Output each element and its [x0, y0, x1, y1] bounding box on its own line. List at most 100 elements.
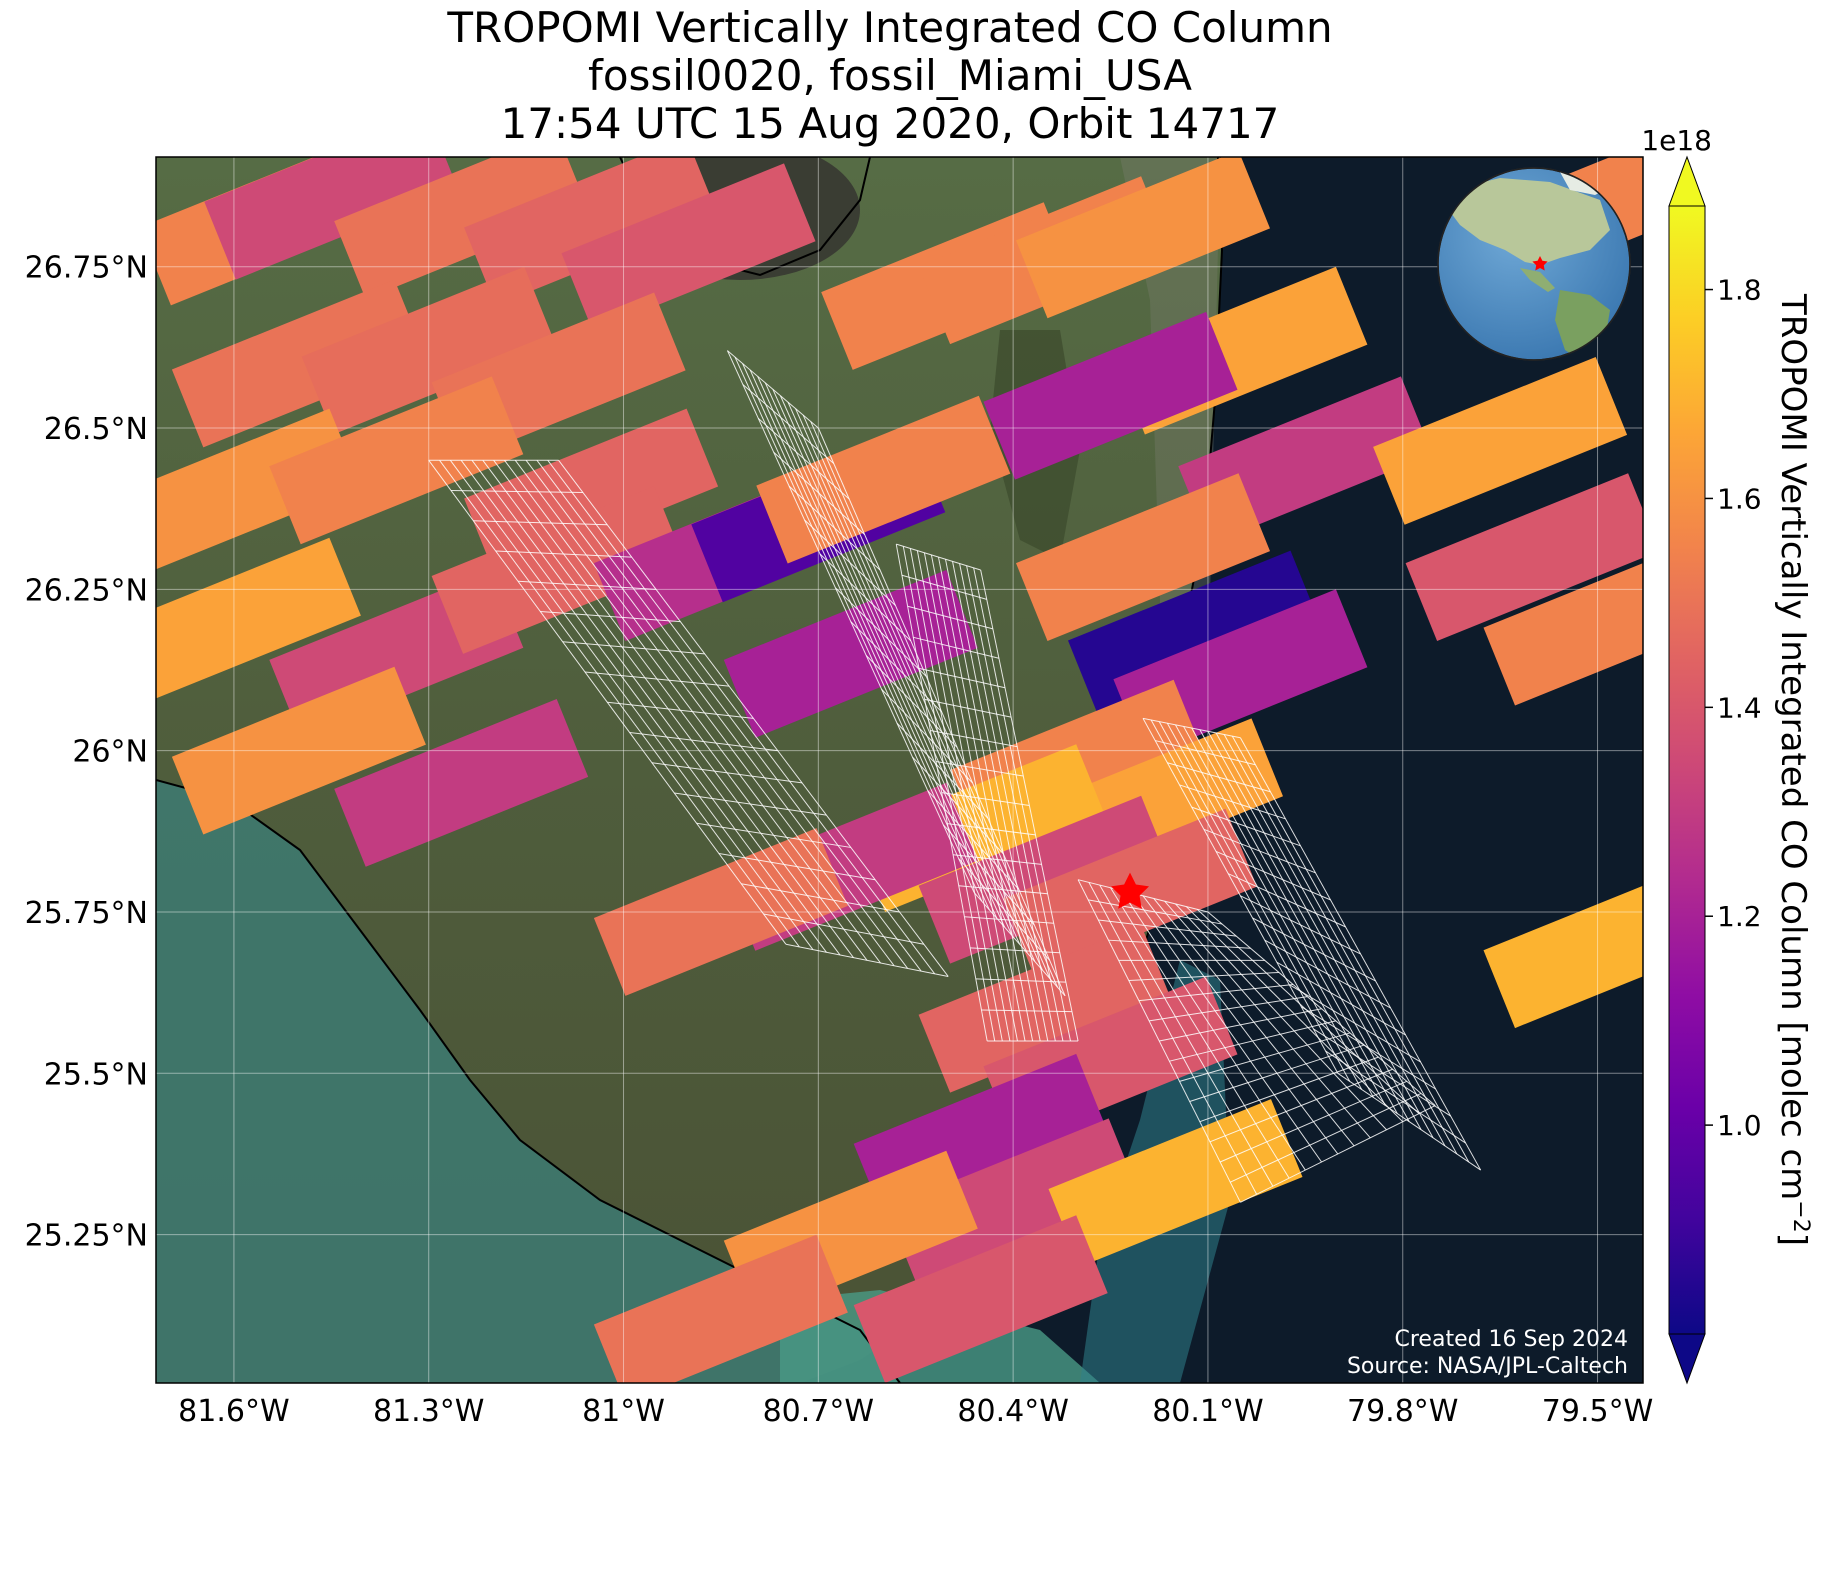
- sounding-footprint: [1016, 473, 1270, 641]
- grid-line: [907, 605, 993, 630]
- grid-line: [1138, 984, 1294, 1002]
- grid-line: [1189, 1044, 1365, 1102]
- sounding-footprint: [593, 828, 848, 996]
- gulf-water: [156, 780, 900, 1383]
- longitude-tick-label: 80.4°W: [957, 1394, 1068, 1429]
- target-grid-mesh: [428, 459, 949, 977]
- grid-line: [1325, 1050, 1466, 1144]
- grid-line: [896, 543, 981, 571]
- colorbar-gradient: [1668, 205, 1706, 1335]
- grid-line: [924, 698, 1012, 718]
- grid-line: [1209, 1068, 1393, 1143]
- sounding-footprint: [853, 1215, 1108, 1383]
- grid-line: [901, 574, 987, 600]
- target-grid-mesh: [1142, 717, 1482, 1171]
- grid-line: [763, 913, 924, 945]
- grid-line: [1228, 873, 1346, 928]
- credit-created: Created 16 Sep 2024: [1395, 1327, 1629, 1352]
- grid-line: [1199, 1056, 1379, 1123]
- grid-line: [941, 792, 1030, 806]
- grid-line: [1155, 740, 1256, 766]
- grid-line: [584, 671, 730, 687]
- globe-site-marker: [1532, 256, 1548, 271]
- sounding-footprint: [1016, 157, 1270, 319]
- sounding-footprint: [334, 157, 589, 299]
- grid-line: [947, 823, 1036, 836]
- sounding-footprint: [918, 795, 1173, 964]
- sounding-footprint: [464, 157, 719, 306]
- grid-line: [718, 852, 876, 881]
- sounding-footprint: [204, 157, 459, 280]
- grid-line: [935, 761, 1024, 777]
- grid-line: [1215, 851, 1331, 901]
- grid-line: [1276, 961, 1406, 1036]
- latitude-tick-label: 25.75°N: [25, 896, 148, 931]
- sounding-footprint: [561, 163, 816, 332]
- sounding-footprint: [1048, 1099, 1303, 1267]
- sounding-footprint: [171, 279, 426, 448]
- grid-line: [1169, 1020, 1336, 1062]
- sounding-footprint: [918, 924, 1173, 1093]
- grid-line: [819, 553, 912, 642]
- latitude-tick-label: 26°N: [72, 735, 148, 770]
- grid-line: [1203, 828, 1316, 874]
- grid-line: [1142, 717, 1241, 739]
- sounding-footprint: [983, 311, 1238, 480]
- grid-line: [727, 350, 819, 429]
- sounding-footprint: [1483, 563, 1643, 706]
- sounding-footprint: [431, 486, 686, 654]
- grid-line: [1108, 939, 1251, 949]
- grid-line: [651, 762, 803, 784]
- grid-line: [1167, 762, 1271, 793]
- grid-line: [1230, 1092, 1422, 1183]
- grid-line: [607, 701, 754, 719]
- sounding-footprint: [1373, 357, 1628, 525]
- colorbar-ticks: 1.0 1.2 1.4 1.6 1.8: [1705, 274, 1762, 1142]
- globe-central-america: [1520, 268, 1555, 292]
- sounding-footprint: [1483, 885, 1643, 1029]
- grid-line: [757, 417, 850, 500]
- title-line-3: 17:54 UTC 15 Aug 2020, Orbit 14717: [500, 99, 1280, 148]
- grid-line: [958, 858, 1051, 961]
- latitude-labels: 26.75°N 26.5°N 26.25°N 26°N 25.75°N 25.5°N 25.…: [25, 251, 148, 1254]
- globe-inset: [1437, 167, 1631, 361]
- grid-line: [674, 792, 827, 816]
- globe-north-america: [1445, 178, 1610, 265]
- grid-line: [773, 451, 865, 535]
- grid-line: [1313, 1028, 1451, 1117]
- grid-line: [881, 688, 973, 784]
- latitude-tick-label: 26.75°N: [25, 251, 148, 286]
- grid-line: [1179, 1032, 1351, 1082]
- grid-line: [629, 731, 778, 752]
- colorbar-tick-label: 1.6: [1717, 482, 1762, 515]
- grid-line: [517, 580, 657, 590]
- grid-line: [1240, 1105, 1436, 1203]
- grid-line: [473, 520, 608, 526]
- latitude-tick-label: 25.25°N: [25, 1219, 148, 1254]
- site-star-marker: [1111, 872, 1150, 909]
- title-line-2: fossil0020, fossil_Miami_USA: [588, 51, 1192, 100]
- grid-line: [451, 490, 583, 494]
- grid-line: [1191, 806, 1301, 847]
- grid-line: [964, 916, 1054, 924]
- target-grid-mesh: [1077, 879, 1436, 1203]
- sounding-footprint: [156, 408, 361, 570]
- grid-line: [562, 641, 705, 655]
- target-grid-overlay: [428, 350, 1482, 1203]
- longitude-labels: 81.6°W 81.3°W 81°W 80.7°W 80.4°W 80.1°W 79.8°W…: [178, 1394, 1653, 1429]
- grid-line: [930, 729, 1018, 748]
- sounding-footprint: [301, 266, 556, 435]
- grid-line: [896, 722, 989, 819]
- latitude-tick-label: 26.5°N: [44, 412, 148, 447]
- sounding-footprint: [593, 1234, 848, 1383]
- grid-line: [850, 621, 943, 713]
- grid-line: [927, 790, 1020, 890]
- grid-line: [1301, 1006, 1436, 1090]
- map-frame: [155, 156, 1644, 1384]
- longitude-tick-label: 79.5°W: [1542, 1394, 1653, 1429]
- grid-line: [788, 485, 881, 571]
- longitude-tick-label: 81.6°W: [178, 1394, 289, 1429]
- colorbar-tick-label: 1.8: [1717, 274, 1762, 307]
- longitude-tick-label: 80.1°W: [1152, 1394, 1263, 1429]
- colorbar-tick-label: 1.4: [1717, 691, 1762, 724]
